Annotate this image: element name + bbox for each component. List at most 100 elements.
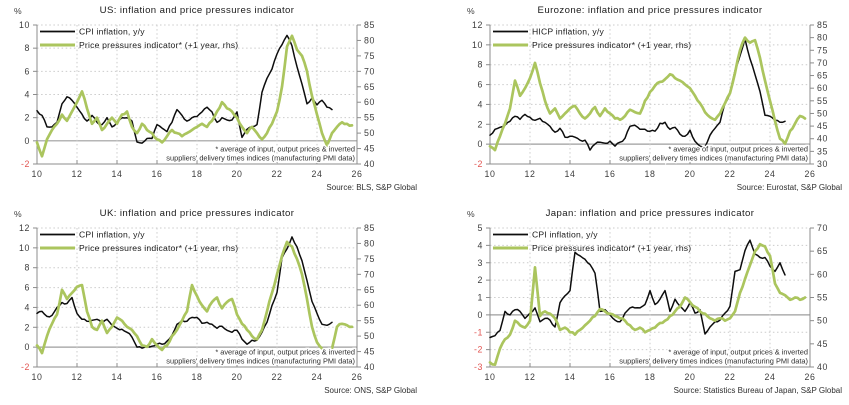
- price-pressures-line: [488, 36, 807, 152]
- chart-title: UK: inflation and price pressures indica…: [100, 208, 295, 219]
- x-axis-tick-label: 18: [645, 169, 656, 179]
- x-axis-tick-label: 14: [565, 372, 576, 382]
- legend-label: Price pressures indicator* (+1 year, rhs…: [532, 243, 691, 253]
- right-axis-tick-label: 40: [364, 362, 375, 372]
- x-axis-tick-label: 20: [232, 169, 243, 179]
- x-axis-tick-label: 14: [565, 169, 576, 179]
- chart-panel-uk: 12 10 8 6 4 2 0 -2 85 80 75 70 65 60 55 50 45 40 10 12 14 16 1…: [0, 203, 424, 405]
- y-axis-unit-label: %: [467, 209, 475, 219]
- right-axis-tick-label: 60: [817, 269, 828, 279]
- y-axis-unit-label: %: [14, 209, 22, 219]
- x-axis-tick-label: 14: [112, 169, 123, 179]
- left-axis-tick-label: 10: [19, 243, 30, 253]
- x-axis-tick-label: 22: [272, 372, 283, 382]
- right-axis-tick-label: 30: [817, 159, 828, 169]
- left-axis-tick-label: -2: [21, 159, 30, 169]
- x-axis-tick-label: 10: [32, 372, 43, 382]
- source-label: Source: Statistics Bureau of Japan, S&P …: [674, 386, 843, 395]
- right-axis-tick-label: 80: [817, 33, 828, 43]
- y-axis-unit-label: %: [14, 6, 22, 16]
- left-axis-tick-label: 4: [25, 90, 31, 100]
- x-axis-tick-label: 18: [192, 372, 203, 382]
- left-axis-tick-label: -2: [474, 159, 483, 169]
- right-axis-tick-label: 70: [817, 223, 828, 233]
- x-axis-tick-label: 24: [765, 372, 776, 382]
- y-axis-unit-label: %: [467, 6, 475, 16]
- x-axis-tick-label: 26: [805, 372, 816, 382]
- source-label: Source: Eurostat, S&P Global: [737, 183, 842, 192]
- x-axis-tick-label: 18: [645, 372, 656, 382]
- right-axis-tick-label: 35: [817, 146, 828, 156]
- footnote-line: * average of input, output prices & inve…: [215, 348, 355, 357]
- source-label: Source: BLS, S&P Global: [326, 183, 417, 192]
- right-axis-tick-label: 75: [364, 51, 375, 61]
- left-axis-tick-label: 1: [478, 293, 484, 303]
- x-axis-tick-label: 22: [272, 169, 283, 179]
- chart-panel-japan: 5 4 3 2 1 0 -1 -2 -3 70 65 60 55 50 45 40 10 12 14 16 18 20 22…: [425, 203, 849, 405]
- x-axis-tick-label: 12: [525, 169, 536, 179]
- right-axis-tick-label: 80: [364, 238, 375, 248]
- footnote-line: * average of input, output prices & inve…: [668, 145, 808, 154]
- left-axis-tick-label: -3: [474, 362, 483, 372]
- left-axis-tick-label: 3: [478, 258, 484, 268]
- price-pressures-line: [35, 34, 354, 158]
- right-axis-tick-label: 85: [817, 20, 828, 30]
- chart-title: Japan: inflation and price pressures ind…: [546, 208, 755, 219]
- left-axis-tick-label: 6: [25, 66, 31, 76]
- footnote-line: * average of input, output prices & inve…: [668, 348, 808, 357]
- right-axis-tick-label: 65: [817, 71, 828, 81]
- left-axis-tick-label: -1: [474, 327, 483, 337]
- left-axis-tick-label: 2: [25, 113, 31, 123]
- x-axis-tick-label: 16: [605, 372, 616, 382]
- footnote-line: suppliers' delivery times indices (manuf…: [619, 154, 808, 163]
- cpi-inflation-line: [36, 236, 333, 349]
- left-axis-tick-label: 8: [25, 263, 31, 273]
- left-axis-tick-label: 0: [478, 310, 484, 320]
- left-axis-tick-label: 2: [25, 322, 31, 332]
- right-axis-tick-label: 45: [364, 144, 375, 154]
- x-axis-tick-label: 20: [232, 372, 243, 382]
- x-axis-tick-label: 12: [525, 372, 536, 382]
- right-axis-tick-label: 60: [364, 300, 375, 310]
- legend-label: CPI inflation, y/y: [79, 230, 145, 240]
- cpi-inflation-line: [489, 239, 786, 339]
- legend-label: Price pressures indicator* (+1 year, rhs…: [532, 40, 691, 50]
- right-axis-tick-label: 60: [364, 97, 375, 107]
- legend-label: HICP inflation, y/y: [532, 27, 604, 37]
- left-axis-tick-label: 4: [478, 99, 484, 109]
- footnote-line: suppliers' delivery times indices (manuf…: [166, 357, 355, 366]
- legend-label: CPI inflation, y/y: [79, 27, 145, 37]
- chart-panel-eurozone: 12 10 8 6 4 2 0 -2 85 80 75 70 65 60 55 50 45 40 35 30 10 12 1…: [425, 0, 849, 202]
- left-axis-tick-label: 12: [19, 223, 30, 233]
- left-axis-tick-label: 0: [478, 139, 484, 149]
- left-axis-tick-label: 6: [478, 80, 484, 90]
- right-axis-tick-label: 55: [364, 113, 375, 123]
- right-axis-tick-label: 55: [817, 96, 828, 106]
- footnote-line: suppliers' delivery times indices (manuf…: [619, 357, 808, 366]
- x-axis-tick-label: 24: [312, 372, 323, 382]
- left-axis-tick-label: 10: [19, 20, 30, 30]
- x-axis-tick-label: 26: [352, 169, 363, 179]
- right-axis-tick-label: 70: [817, 58, 828, 68]
- x-axis-tick-label: 18: [192, 169, 203, 179]
- cpi-inflation-line: [36, 34, 333, 144]
- right-axis-tick-label: 65: [364, 82, 375, 92]
- right-axis-tick-label: 55: [364, 316, 375, 326]
- right-axis-tick-label: 45: [364, 347, 375, 357]
- footnote-line: * average of input, output prices & inve…: [215, 145, 355, 154]
- legend-label: Price pressures indicator* (+1 year, rhs…: [79, 40, 238, 50]
- left-axis-tick-label: 2: [478, 275, 484, 285]
- left-axis-tick-label: 2: [478, 119, 484, 129]
- price-pressures-line: [488, 242, 807, 367]
- x-axis-tick-label: 26: [352, 372, 363, 382]
- x-axis-tick-label: 12: [72, 372, 83, 382]
- right-axis-tick-label: 65: [817, 246, 828, 256]
- right-axis-tick-label: 40: [817, 362, 828, 372]
- x-axis-tick-label: 16: [152, 372, 163, 382]
- left-axis-tick-label: 4: [478, 240, 484, 250]
- x-axis-tick-label: 16: [605, 169, 616, 179]
